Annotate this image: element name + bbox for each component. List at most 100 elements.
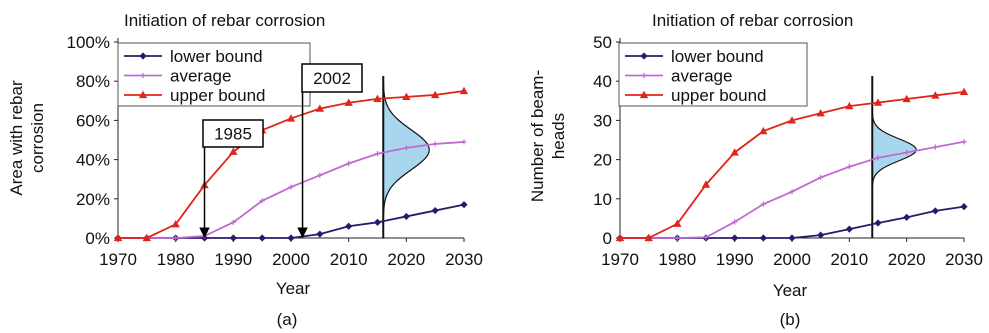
data-point xyxy=(142,233,152,242)
chart-title: Initiation of rebar corrosion xyxy=(652,11,853,30)
data-point xyxy=(373,94,382,102)
x-tick-label: 2020 xyxy=(888,250,926,269)
legend-swatch-marker xyxy=(639,90,649,99)
data-point xyxy=(173,235,179,241)
data-point xyxy=(615,233,625,242)
data-point xyxy=(373,218,382,226)
data-point xyxy=(287,234,295,242)
data-point xyxy=(902,94,911,103)
x-tick-label: 2030 xyxy=(445,250,483,269)
data-point xyxy=(817,231,825,239)
data-point xyxy=(903,213,911,221)
y-tick-label: 100% xyxy=(67,33,110,52)
data-point xyxy=(171,220,180,228)
x-tick-label: 1990 xyxy=(716,250,754,269)
legend-swatch-marker xyxy=(138,90,148,99)
data-point xyxy=(961,139,967,145)
y-axis-label-line: Number of beam- xyxy=(528,70,547,202)
panel-label: (b) xyxy=(780,310,801,329)
x-axis-label: Year xyxy=(276,279,311,298)
data-point xyxy=(674,235,680,241)
x-tick-label: 2010 xyxy=(830,250,868,269)
data-point xyxy=(845,225,853,233)
data-point xyxy=(402,92,411,101)
x-tick-label: 1990 xyxy=(214,250,252,269)
x-axis-label: Year xyxy=(773,281,808,300)
legend-label: lower bound xyxy=(170,47,263,66)
data-point xyxy=(259,198,265,204)
legend-box xyxy=(618,42,808,107)
legend-label: upper bound xyxy=(671,86,766,105)
data-point xyxy=(403,145,409,151)
y-axis-label-line: heads xyxy=(549,113,568,159)
data-point xyxy=(431,206,439,215)
data-point xyxy=(760,201,766,207)
panel-b-chart: Initiation of rebar corrosion01020304050… xyxy=(528,11,983,329)
data-point xyxy=(374,151,381,157)
legend-label: average xyxy=(671,67,732,86)
data-point xyxy=(229,234,237,242)
x-tick-label: 1970 xyxy=(601,250,639,269)
data-point xyxy=(430,90,440,99)
data-point xyxy=(731,234,739,242)
data-point xyxy=(317,172,323,178)
data-point xyxy=(904,149,910,156)
data-point xyxy=(703,234,709,240)
legend-swatch-marker xyxy=(641,72,647,79)
data-point xyxy=(846,164,852,170)
data-point xyxy=(875,155,881,161)
data-point xyxy=(931,207,939,215)
x-tick-label: 2020 xyxy=(387,250,425,269)
x-tick-label: 1980 xyxy=(157,250,195,269)
data-point xyxy=(432,141,438,147)
legend-swatch-marker xyxy=(640,52,648,60)
data-point xyxy=(931,91,940,99)
y-tick-label: 10 xyxy=(593,190,612,209)
data-point xyxy=(845,101,854,110)
data-point xyxy=(459,86,469,95)
y-axis-label-line: corrosion xyxy=(28,103,47,173)
y-tick-label: 40 xyxy=(593,72,612,91)
legend-label: upper bound xyxy=(170,86,265,105)
y-tick-label: 50 xyxy=(593,33,612,52)
data-point xyxy=(258,234,266,242)
data-point xyxy=(759,126,768,135)
data-point xyxy=(229,147,238,155)
data-point xyxy=(873,98,883,106)
y-tick-label: 30 xyxy=(593,111,612,130)
data-point xyxy=(816,109,825,117)
series-line-lower-bound xyxy=(620,205,965,239)
data-point xyxy=(673,219,682,227)
data-point xyxy=(730,148,739,156)
y-tick-label: 20 xyxy=(593,151,612,170)
x-tick-label: 1980 xyxy=(658,250,696,269)
data-point xyxy=(644,233,653,242)
y-tick-label: 0% xyxy=(85,229,110,248)
panel-a-chart: Initiation of rebar corrosion 0% 20% 40% 60%… xyxy=(7,11,483,329)
chart-title: Initiation of rebar corrosion xyxy=(124,11,325,30)
data-point xyxy=(787,116,797,124)
series-line-lower-bound xyxy=(118,203,465,239)
x-tick-label: 2010 xyxy=(330,250,368,269)
y-axis-label: Area with rebar corrosion xyxy=(7,80,47,196)
y-tick-label: 0 xyxy=(603,229,612,248)
x-tick-label: 2030 xyxy=(945,250,983,269)
annotation-box xyxy=(202,119,264,148)
x-tick-label: 2000 xyxy=(773,250,811,269)
legend-swatch-marker xyxy=(139,52,147,60)
y-tick-label: 80% xyxy=(76,72,110,91)
y-tick-label: 20% xyxy=(76,190,110,209)
x-tick-label: 1970 xyxy=(99,250,137,269)
data-point xyxy=(344,98,353,106)
data-point xyxy=(230,219,236,225)
data-point xyxy=(402,212,410,221)
data-point xyxy=(960,203,968,211)
y-tick-label: 60% xyxy=(76,111,110,130)
data-point xyxy=(315,104,325,112)
data-point xyxy=(874,219,882,227)
annotation-box xyxy=(301,63,363,93)
data-point xyxy=(113,233,123,242)
data-point xyxy=(788,234,796,242)
annotation-label: 1985 xyxy=(214,125,252,144)
